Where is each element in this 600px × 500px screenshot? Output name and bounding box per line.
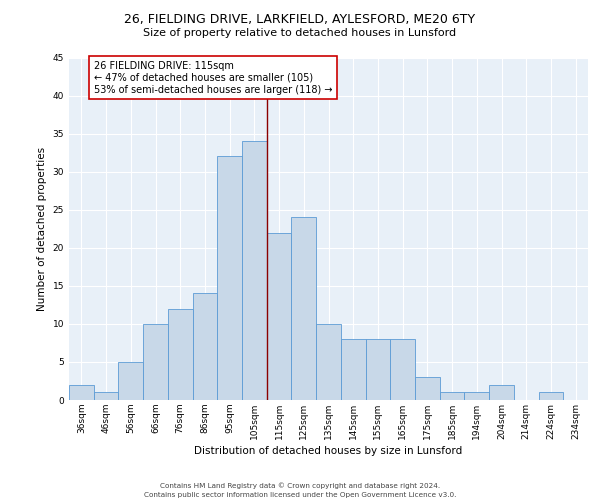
Bar: [69, 385, 94, 400]
Bar: [440, 392, 464, 400]
Bar: [489, 385, 514, 400]
Bar: [415, 377, 440, 400]
Text: 26 FIELDING DRIVE: 115sqm
← 47% of detached houses are smaller (105)
53% of semi: 26 FIELDING DRIVE: 115sqm ← 47% of detac…: [94, 62, 332, 94]
Bar: [94, 392, 118, 400]
Bar: [292, 218, 316, 400]
Bar: [341, 339, 365, 400]
Bar: [390, 339, 415, 400]
Bar: [118, 362, 143, 400]
Text: 26, FIELDING DRIVE, LARKFIELD, AYLESFORD, ME20 6TY: 26, FIELDING DRIVE, LARKFIELD, AYLESFORD…: [124, 12, 476, 26]
Bar: [168, 308, 193, 400]
X-axis label: Distribution of detached houses by size in Lunsford: Distribution of detached houses by size …: [194, 446, 463, 456]
Bar: [242, 141, 267, 400]
Bar: [365, 339, 390, 400]
Y-axis label: Number of detached properties: Number of detached properties: [37, 146, 47, 311]
Bar: [464, 392, 489, 400]
Bar: [193, 294, 217, 400]
Bar: [217, 156, 242, 400]
Bar: [316, 324, 341, 400]
Bar: [143, 324, 168, 400]
Bar: [267, 232, 292, 400]
Text: Contains HM Land Registry data © Crown copyright and database right 2024.
Contai: Contains HM Land Registry data © Crown c…: [144, 482, 456, 498]
Bar: [539, 392, 563, 400]
Text: Size of property relative to detached houses in Lunsford: Size of property relative to detached ho…: [143, 28, 457, 38]
